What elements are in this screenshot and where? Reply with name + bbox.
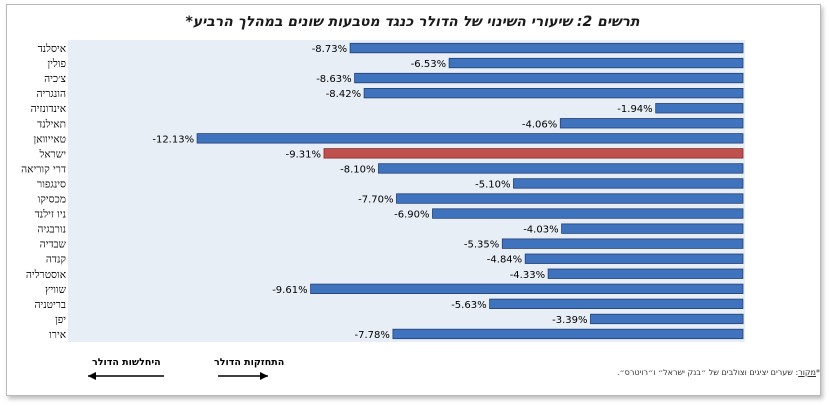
bar — [310, 283, 744, 295]
category-label: ניו זילנד — [35, 209, 66, 221]
value-label: -7.70% — [358, 195, 393, 206]
value-label: -5.63% — [451, 300, 486, 311]
category-label: איסלנד — [38, 43, 66, 55]
direction-arrows — [88, 372, 268, 380]
value-label: -7.78% — [355, 330, 390, 341]
bar — [561, 223, 744, 234]
value-label: -8.63% — [316, 74, 351, 85]
category-label: ישראל — [38, 148, 66, 160]
strengthening-arrow-head — [260, 372, 268, 380]
value-label: -5.10% — [475, 179, 510, 190]
value-label: -3.39% — [552, 315, 587, 326]
bar — [489, 298, 744, 310]
value-label: -12.13% — [152, 134, 194, 145]
weakening-label: היחלשות הדולר — [92, 357, 161, 368]
category-label: מכסיקו — [38, 194, 66, 206]
category-label: פולין — [47, 58, 66, 70]
value-label: -4.06% — [522, 119, 557, 130]
value-labels: -8.73% -6.53% -8.63% -8.42% -1.94% -4.06% -12.… — [152, 44, 652, 341]
category-labels: איסלנד פולין צ׳כיה הונגריה אינדונזיה תאילנד טא… — [21, 43, 66, 341]
plot-area — [68, 40, 745, 342]
source-text: : שערים יציגים וצולבים של ״בנק ישראל״ ו״… — [616, 368, 799, 377]
strengthening-label: התחזקות הדולר — [214, 357, 285, 368]
category-label: אוסטרליה — [26, 269, 66, 281]
category-label: שבדיה — [40, 239, 67, 251]
value-label: -4.03% — [523, 225, 558, 236]
value-label: -5.35% — [464, 240, 499, 251]
value-label: -4.84% — [487, 255, 522, 266]
bars — [196, 42, 744, 340]
weakening-arrow-head — [88, 372, 96, 380]
bar — [524, 253, 744, 264]
source-label: מקור — [798, 368, 816, 377]
bar — [392, 328, 744, 340]
value-label: -8.73% — [312, 44, 347, 55]
bar — [513, 178, 744, 189]
value-label: -4.33% — [510, 270, 545, 281]
bar — [196, 133, 744, 144]
category-label: בריטניה — [34, 299, 66, 311]
value-label: -8.10% — [340, 164, 375, 175]
category-label: תאילנד — [37, 118, 66, 130]
chart-title: תרשים 2: שיעורי השינוי של הדולר כנגד מטב… — [185, 14, 640, 30]
bar — [432, 208, 744, 219]
value-label: -6.90% — [394, 210, 429, 221]
source-note: *מקור: שערים יציגים וצולבים של ״בנק ישרא… — [616, 368, 820, 377]
bar — [363, 88, 744, 99]
category-label: נורבגיה — [37, 224, 66, 236]
bar — [590, 313, 744, 325]
bar — [448, 57, 744, 69]
category-label: שוויץ — [45, 284, 67, 296]
value-label: -9.31% — [286, 149, 321, 160]
bar — [501, 238, 744, 249]
value-label: -8.42% — [326, 89, 361, 100]
category-label: אינדונזיה — [31, 103, 66, 115]
bar — [655, 103, 744, 114]
category-label: דרי קוריאה — [21, 163, 66, 175]
bar-highlighted — [323, 148, 744, 159]
category-label: טאייוואן — [34, 133, 67, 145]
bar — [396, 193, 744, 204]
bar — [559, 118, 744, 129]
category-label: קנדה — [46, 254, 67, 266]
bar — [378, 163, 744, 174]
bar — [349, 42, 744, 54]
value-label: -9.61% — [272, 285, 307, 296]
value-label: -1.94% — [617, 104, 652, 115]
category-label: אירו — [49, 329, 66, 341]
value-label: -6.53% — [411, 59, 446, 70]
category-label: יפן — [55, 314, 66, 326]
category-label: צ׳כיה — [44, 73, 66, 85]
bar — [547, 268, 744, 279]
bar — [354, 72, 744, 84]
category-label: הונגריה — [36, 88, 66, 100]
category-label: סינגפור — [37, 178, 66, 190]
